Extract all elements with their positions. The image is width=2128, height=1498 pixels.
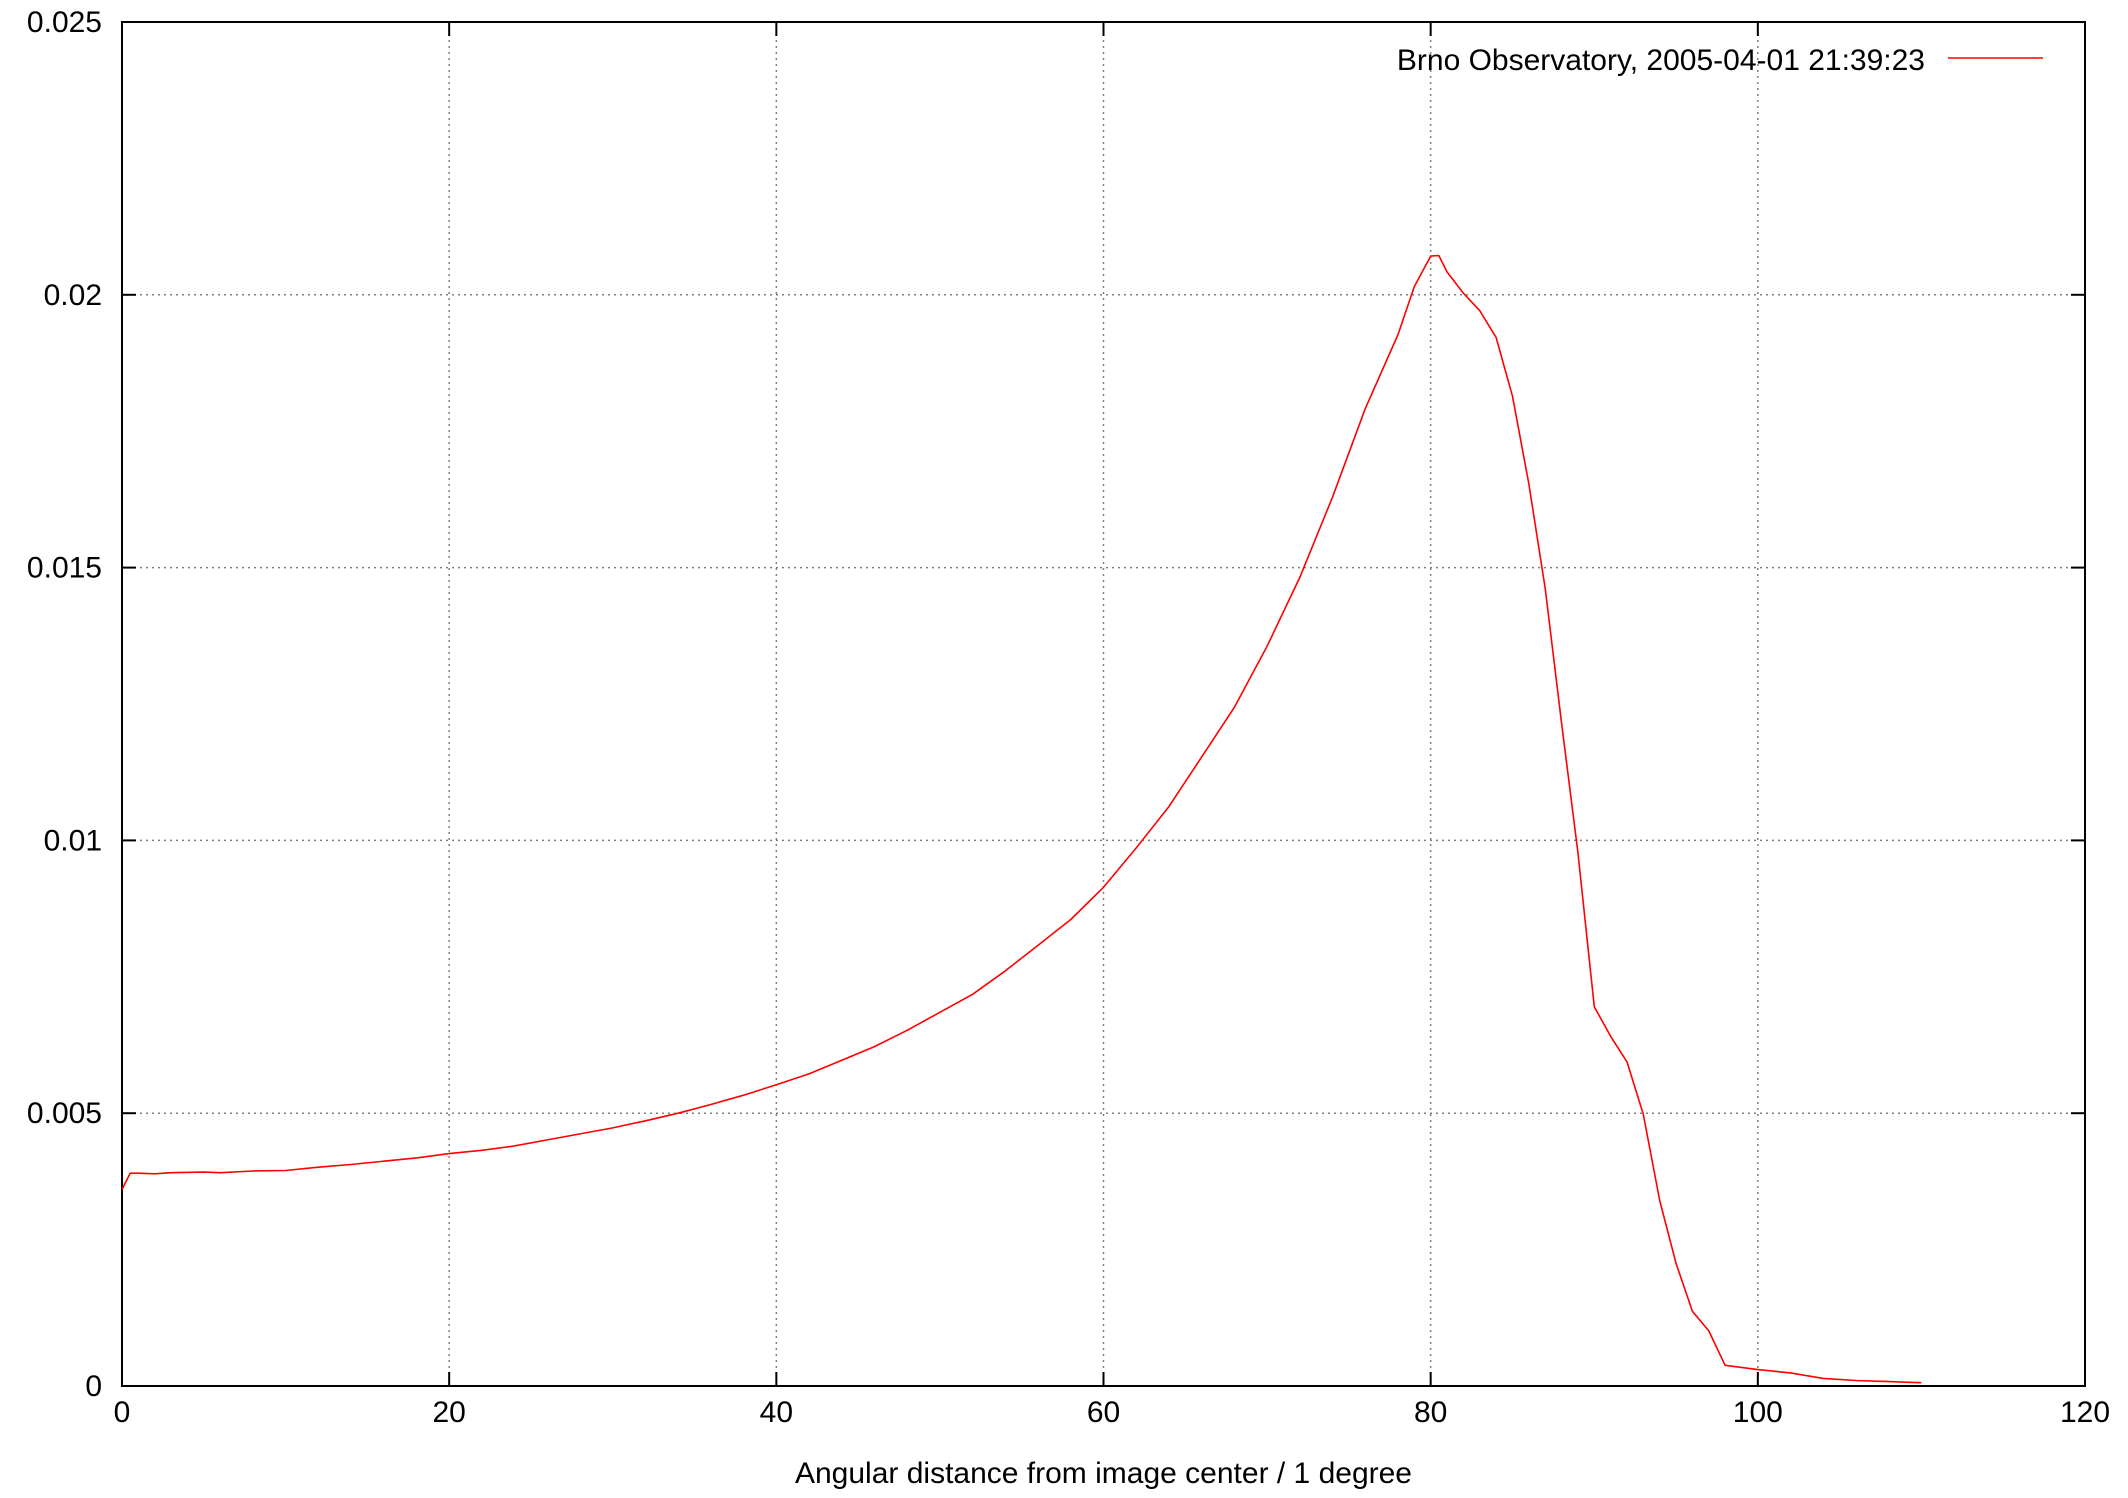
data-point bbox=[1266, 645, 1268, 647]
data-point bbox=[1037, 944, 1039, 946]
data-point bbox=[121, 1189, 123, 1191]
data-point bbox=[1397, 334, 1399, 336]
data-point bbox=[252, 1170, 254, 1172]
data-point bbox=[129, 1172, 131, 1174]
data-point bbox=[1626, 1061, 1628, 1063]
data-point bbox=[743, 1094, 745, 1096]
data-point bbox=[1135, 847, 1137, 849]
data-point bbox=[1823, 1378, 1825, 1380]
data-point bbox=[1332, 496, 1334, 498]
data-point bbox=[203, 1171, 205, 1173]
data-point bbox=[1438, 255, 1440, 257]
data-point bbox=[1643, 1114, 1645, 1116]
data-point bbox=[1724, 1365, 1726, 1367]
data-point bbox=[1463, 292, 1465, 294]
x-tick-label: 20 bbox=[432, 1396, 465, 1429]
x-axis-label: Angular distance from image center / 1 d… bbox=[795, 1457, 1412, 1490]
data-point bbox=[1414, 286, 1416, 288]
data-point bbox=[1594, 1006, 1596, 1008]
data-point bbox=[1070, 919, 1072, 921]
data-point bbox=[579, 1133, 581, 1135]
data-point bbox=[154, 1173, 156, 1175]
data-point bbox=[612, 1127, 614, 1129]
x-tick-label: 0 bbox=[114, 1396, 131, 1429]
y-tick-label: 0.025 bbox=[27, 6, 102, 39]
data-point bbox=[1528, 483, 1530, 485]
y-tick-label: 0.005 bbox=[27, 1097, 102, 1130]
y-tick-label: 0 bbox=[85, 1370, 102, 1403]
data-point bbox=[1430, 255, 1432, 257]
y-tick-label: 0.015 bbox=[27, 552, 102, 585]
data-point bbox=[481, 1150, 483, 1152]
data-point bbox=[416, 1157, 418, 1159]
data-point bbox=[1708, 1330, 1710, 1332]
data-point bbox=[972, 994, 974, 996]
data-point bbox=[1561, 722, 1563, 724]
data-point bbox=[1364, 408, 1366, 410]
data-point bbox=[1692, 1311, 1694, 1313]
x-tick-label: 80 bbox=[1414, 1396, 1447, 1429]
data-point bbox=[939, 1012, 941, 1014]
data-point bbox=[1479, 310, 1481, 312]
data-point bbox=[448, 1153, 450, 1155]
data-point bbox=[1446, 271, 1448, 273]
data-point bbox=[1888, 1381, 1890, 1383]
data-point bbox=[1234, 707, 1236, 709]
data-point bbox=[1201, 756, 1203, 758]
data-point bbox=[318, 1166, 320, 1168]
grid-lines bbox=[122, 22, 2085, 1386]
legend: Brno Observatory, 2005-04-01 21:39:23 bbox=[1397, 44, 2043, 77]
data-point bbox=[1675, 1262, 1677, 1264]
data-point bbox=[906, 1030, 908, 1032]
y-tick-label: 0.02 bbox=[44, 279, 102, 312]
data-point bbox=[1512, 396, 1514, 398]
x-axis-tick-labels: 0 20 40 60 80 100 120 bbox=[114, 1396, 2110, 1429]
series-line bbox=[121, 254, 1922, 1384]
data-point bbox=[1577, 852, 1579, 854]
x-tick-label: 120 bbox=[2060, 1396, 2110, 1429]
data-point bbox=[841, 1060, 843, 1062]
data-point bbox=[1757, 1369, 1759, 1371]
series-layer bbox=[121, 254, 1923, 1384]
data-point bbox=[170, 1172, 172, 1174]
data-point bbox=[874, 1046, 876, 1048]
data-point bbox=[808, 1073, 810, 1075]
data-point bbox=[350, 1164, 352, 1166]
data-point bbox=[710, 1104, 712, 1106]
axis-ticks bbox=[121, 21, 2086, 1387]
y-tick-label: 0.01 bbox=[44, 824, 102, 857]
data-point bbox=[1299, 577, 1301, 579]
data-point bbox=[1855, 1380, 1857, 1382]
data-point bbox=[1790, 1372, 1792, 1374]
data-point bbox=[219, 1172, 221, 1174]
data-point bbox=[645, 1120, 647, 1122]
data-point bbox=[138, 1172, 140, 1174]
data-point bbox=[1005, 970, 1007, 972]
data-point bbox=[1921, 1382, 1923, 1384]
x-tick-label: 100 bbox=[1733, 1396, 1783, 1429]
data-point bbox=[1610, 1036, 1612, 1038]
data-point bbox=[1495, 337, 1497, 339]
data-point bbox=[547, 1139, 549, 1141]
x-tick-label: 60 bbox=[1087, 1396, 1120, 1429]
data-point bbox=[1659, 1200, 1661, 1202]
data-point bbox=[383, 1160, 385, 1162]
data-point bbox=[677, 1112, 679, 1114]
data-point bbox=[285, 1170, 287, 1172]
data-point bbox=[1103, 887, 1105, 889]
data-point bbox=[776, 1084, 778, 1086]
y-axis-tick-labels: 0 0.005 0.01 0.015 0.02 0.025 bbox=[27, 6, 102, 1403]
data-point bbox=[1168, 806, 1170, 808]
x-tick-label: 40 bbox=[760, 1396, 793, 1429]
data-point bbox=[514, 1145, 516, 1147]
data-point bbox=[1544, 588, 1546, 590]
legend-entry-label: Brno Observatory, 2005-04-01 21:39:23 bbox=[1397, 44, 1925, 77]
